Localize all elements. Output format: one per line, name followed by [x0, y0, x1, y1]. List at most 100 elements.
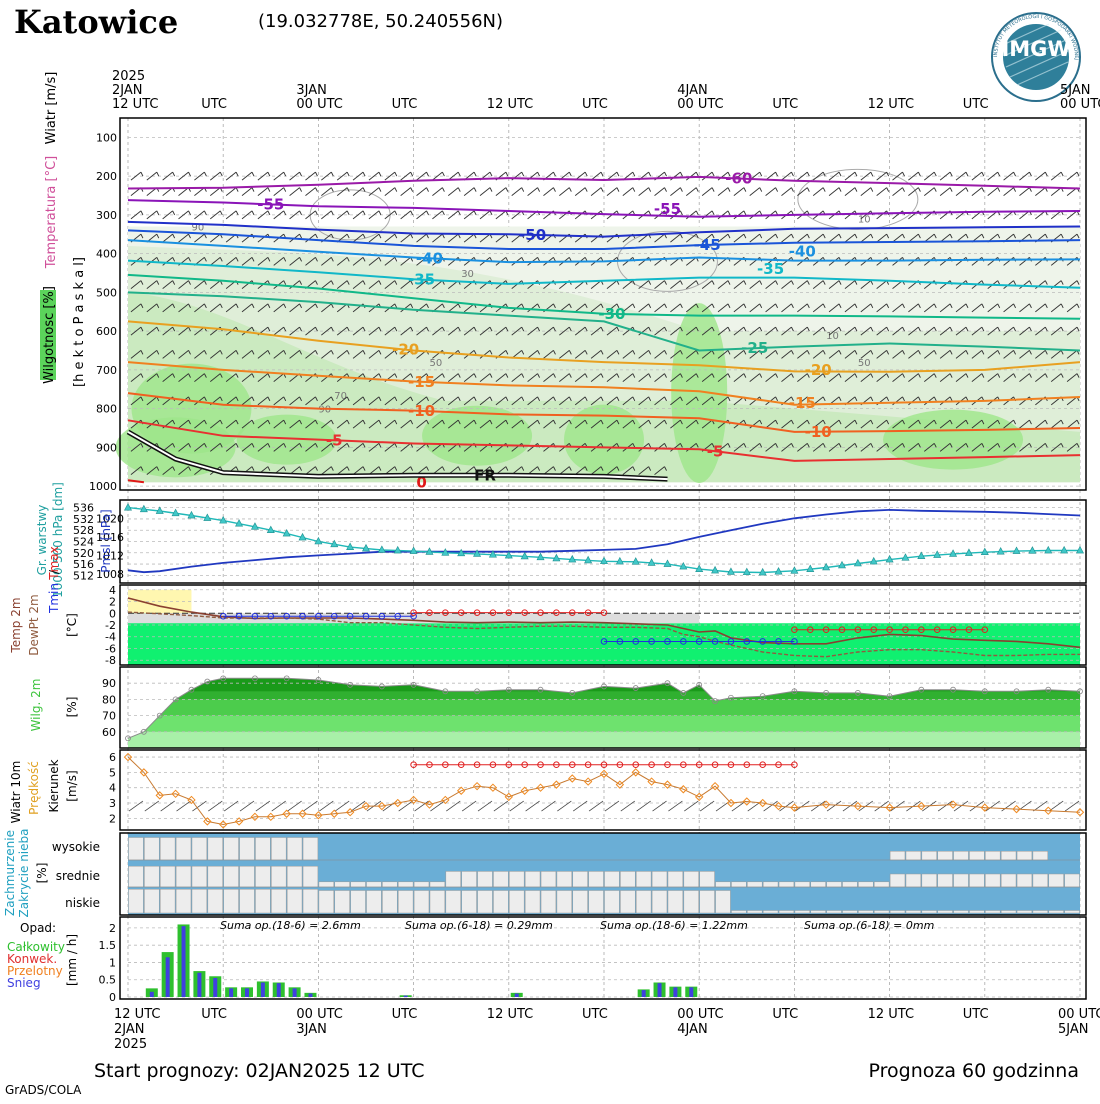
wind-barb — [717, 350, 729, 359]
wind-barb — [130, 280, 142, 289]
wind-barb-feather — [394, 373, 398, 378]
wind-barb-feather — [695, 210, 699, 216]
precip-tick-label: 2 — [109, 922, 116, 935]
wind-barb — [305, 257, 316, 266]
wind-barb — [146, 280, 158, 289]
tmin-marker — [632, 638, 640, 645]
wind-barb-feather — [664, 419, 667, 425]
wind-barb — [400, 326, 411, 336]
wind-barb-feather — [299, 257, 303, 262]
wind-barb-feather — [315, 171, 318, 177]
wind-barb-feather — [299, 396, 303, 402]
wind-barb-feather — [695, 171, 699, 177]
gust-marker — [664, 761, 671, 769]
wind-barb-feather — [537, 350, 541, 355]
temp-tick-label: -4 — [105, 631, 116, 644]
wind-barb — [955, 373, 967, 382]
wind-barb — [939, 187, 951, 196]
wind-barb-feather — [584, 350, 588, 355]
wind-barb — [670, 303, 681, 313]
wind-barb-feather — [648, 443, 652, 448]
wind-barb — [590, 326, 602, 336]
wind-barb — [432, 171, 443, 181]
wind-barb-feather — [346, 171, 350, 177]
wind-barb — [590, 373, 602, 382]
wind-barb — [685, 257, 697, 266]
wind-barb-feather — [140, 350, 144, 355]
thickness-tick-label: 532 — [73, 513, 94, 526]
wind-speed-marker — [1044, 806, 1053, 815]
wind-barb — [781, 280, 792, 289]
wind-barb — [273, 171, 285, 181]
wind-barb — [622, 187, 634, 196]
wind-barb-feather — [997, 303, 1001, 309]
wind-barb-feather — [759, 233, 763, 239]
wind-barb — [336, 466, 348, 475]
cloud-bar — [1048, 910, 1064, 914]
pmsl-tick-label: 1012 — [96, 549, 124, 562]
wind-barb-feather — [378, 171, 382, 177]
wind-speed-label: Prędkość — [27, 761, 41, 815]
humidity-tick-label: 60 — [102, 726, 116, 739]
isotherm-label: -30 — [598, 305, 625, 323]
wind-barb-feather — [251, 187, 255, 192]
wind-barb-feather — [537, 171, 541, 177]
wind-barb — [289, 210, 300, 220]
wind-barb — [1003, 419, 1014, 429]
gust-marker — [553, 761, 560, 769]
tmin-marker — [362, 612, 370, 620]
wind-barb-feather — [188, 171, 191, 177]
top-time-label: 00 UTC — [1060, 97, 1100, 112]
wind-barb-feather — [362, 171, 366, 177]
wind-barb-feather — [568, 350, 572, 355]
wind-barb — [860, 443, 872, 452]
wind-barb-feather — [727, 373, 731, 378]
wind-barb — [130, 171, 142, 181]
wind-barb — [559, 187, 570, 196]
wind-barb — [162, 280, 173, 289]
cloud-bar — [921, 873, 937, 888]
gust-marker — [505, 761, 513, 769]
tmin-marker — [695, 638, 703, 645]
wind-barb-feather — [965, 396, 969, 402]
tmin-marker — [330, 612, 338, 620]
wind-barb-feather — [203, 350, 207, 355]
wind-barb — [844, 303, 856, 313]
humidity-marker — [886, 693, 893, 700]
wind-barb-feather — [981, 326, 985, 332]
upper-air-frame — [119, 117, 1087, 491]
temperature-frame — [119, 584, 1087, 666]
wind-barb-feather — [188, 373, 191, 378]
wind-barb-feather — [917, 187, 921, 192]
wind-barb-feather — [410, 466, 414, 471]
wind-barb-feather — [505, 396, 509, 402]
wind-barb-feather — [378, 210, 382, 216]
wind-tick-label: 6 — [109, 751, 116, 764]
thickness-marker — [885, 554, 894, 563]
wind-barb — [1035, 350, 1046, 359]
tmin-label: Tmin — [47, 583, 61, 614]
wind-barb — [400, 171, 411, 181]
wind-barb — [289, 257, 300, 266]
wind-barb — [194, 187, 205, 196]
wind-barb-feather — [838, 171, 842, 177]
wind-barb-feather — [1013, 350, 1017, 355]
wind-barb — [971, 443, 983, 452]
tmax-marker — [505, 609, 513, 616]
wind-barb — [876, 350, 887, 359]
wind-barb — [654, 326, 665, 336]
surface-wind-barb — [493, 800, 509, 812]
cloud-bar — [477, 871, 493, 888]
gust-marker — [568, 761, 576, 769]
wind-barb-feather — [315, 187, 318, 192]
cloud-bar — [985, 873, 1001, 888]
wind-barb-feather — [886, 350, 890, 355]
wind-barb — [797, 419, 808, 429]
wind-barb-feather — [410, 326, 414, 332]
wind-barb-feather — [315, 326, 318, 332]
wind-barb — [1019, 303, 1030, 313]
wind-barb-feather — [1013, 373, 1017, 378]
wind-barb — [892, 303, 903, 313]
wind-speed-marker — [139, 768, 149, 777]
wind-barb — [955, 419, 967, 429]
